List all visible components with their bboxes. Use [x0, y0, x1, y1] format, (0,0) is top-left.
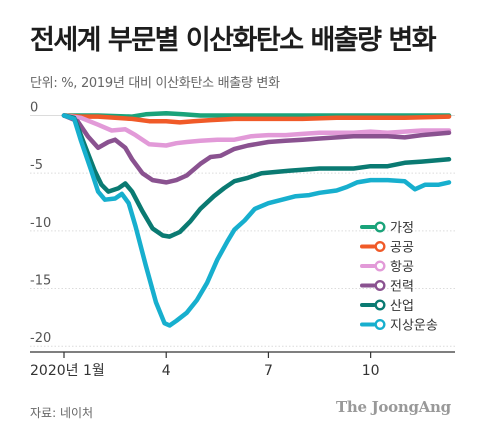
series-line-3 [61, 113, 452, 148]
legend-label: 항공 [390, 260, 414, 275]
legend-label: 산업 [390, 299, 414, 314]
publisher-logo: The JoongAng [336, 398, 451, 416]
legend-marker [374, 299, 386, 311]
x-tick-label: 4 [162, 363, 171, 379]
y-tick-label: 0 [30, 100, 38, 115]
series-lines [61, 110, 452, 328]
chart-subtitle: 단위: %, 2019년 대비 이산화탄소 배출량 변화 [30, 76, 280, 91]
series-line-2 [61, 113, 452, 125]
x-tick-label: 2020년 1월 [30, 363, 105, 379]
series-line-5 [61, 113, 452, 239]
legend-marker [374, 260, 386, 272]
legend-label: 전력 [390, 280, 414, 295]
series-line-4 [61, 113, 452, 185]
y-tick-label: -5 [30, 158, 43, 173]
y-tick-label: -20 [30, 331, 51, 346]
legend-marker [374, 240, 386, 252]
x-tick-label: 10 [362, 363, 380, 379]
legend-marker [374, 221, 386, 233]
series-line-1 [61, 110, 452, 119]
source-note: 자료: 네이처 [30, 406, 94, 420]
legend-marker [374, 319, 386, 331]
y-tick-label: -10 [30, 216, 51, 231]
legend-label: 공공 [390, 241, 414, 256]
y-axis-labels: 0 -5 -10 -15 -20 [30, 100, 51, 346]
x-axis: 2020년 1월 4 7 10 [30, 351, 455, 379]
legend-label: 지상운송 [390, 319, 438, 334]
x-tick-label: 7 [264, 363, 273, 379]
legend-marker [374, 280, 386, 292]
legend-label: 가정 [390, 221, 414, 236]
series-line-6 [61, 113, 452, 328]
y-tick-label: -15 [30, 274, 51, 289]
chart-title: 전세계 부문별 이산화탄소 배출량 변화 [30, 25, 437, 56]
